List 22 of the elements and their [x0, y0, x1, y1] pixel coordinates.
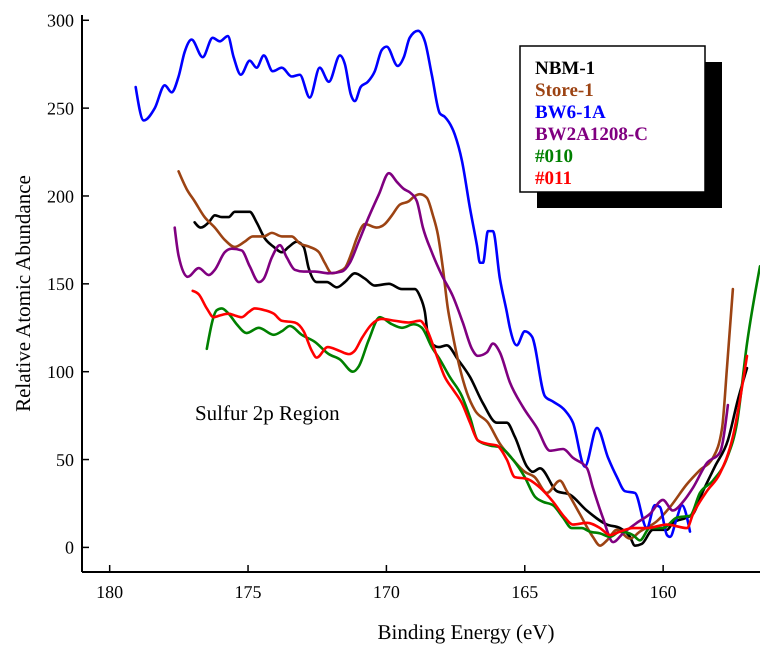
text: BW2A1208-C	[535, 124, 648, 145]
y-tick-label: 100	[47, 362, 74, 382]
y-tick-label: 250	[47, 98, 74, 118]
annotation: Sulfur 2p Region	[195, 401, 340, 425]
x-tick-label: 175	[234, 582, 262, 602]
text: BW6-1A	[535, 102, 606, 123]
x-axis-title: Binding Energy (eV)	[378, 620, 554, 644]
x-tick-label: 170	[372, 582, 400, 602]
y-tick-label: 300	[47, 10, 74, 31]
y-tick-label: 150	[47, 274, 74, 294]
y-tick-label: 0	[65, 538, 74, 558]
text: NBM-1	[535, 58, 596, 79]
x-tick-label: 160	[650, 582, 677, 602]
x-tick-label: 180	[96, 582, 124, 602]
text: #010	[535, 146, 573, 167]
y-tick-label: 50	[56, 450, 74, 470]
line-series	[134, 30, 692, 538]
text: #011	[535, 168, 572, 189]
x-tick-label: 165	[511, 582, 538, 602]
y-axis-title: Relative Atomic Abundance	[11, 175, 35, 412]
text: Store-1	[535, 80, 594, 101]
y-tick-label: 200	[47, 186, 74, 206]
